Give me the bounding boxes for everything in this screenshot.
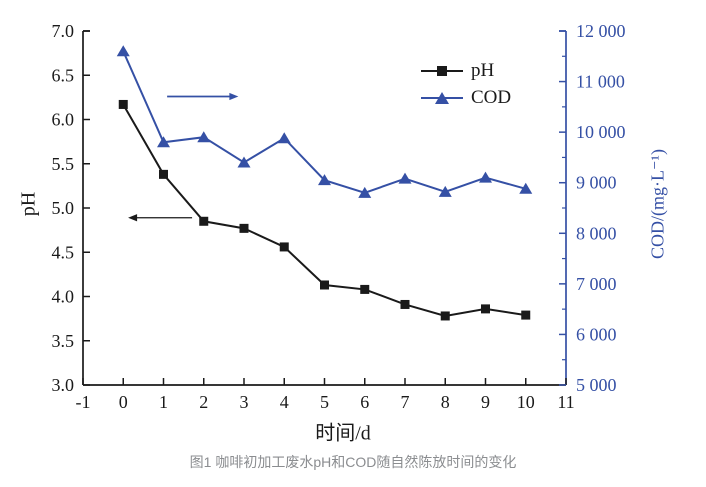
legend-item-cod: COD	[421, 84, 511, 111]
ph-data-point	[320, 280, 329, 290]
right-tick-label: 6 000	[576, 324, 617, 344]
cod-data-point	[479, 171, 492, 183]
ph-data-point	[159, 169, 168, 179]
ph-data-point	[521, 310, 531, 320]
x-tick-label: 7	[401, 392, 410, 412]
right-tick-label: 10 000	[576, 122, 626, 142]
right-axis-ticks: 5 000 6 000 7 000 8 000 9 000 10 000 11 000 12 …	[559, 21, 626, 395]
left-tick-label: 4.5	[52, 242, 75, 262]
left-tick-label: 6.0	[52, 110, 75, 130]
cod-data-point	[318, 174, 331, 186]
x-tick-label: 3	[240, 392, 249, 412]
ph-data-point	[199, 216, 209, 226]
right-tick-label: 8 000	[576, 223, 617, 243]
legend-label-ph: pH	[471, 59, 495, 81]
x-tick-label: 1	[159, 392, 168, 412]
left-axis-title: pH	[17, 191, 40, 217]
x-tick-label: 2	[199, 392, 208, 412]
ph-data-point	[360, 284, 370, 294]
left-tick-label: 5.5	[52, 154, 75, 174]
cod-data-point	[237, 156, 251, 168]
ph-data-point	[118, 99, 128, 109]
right-axis-title: COD/(mg·L⁻¹)	[647, 149, 668, 259]
x-tick-label: 11	[557, 392, 574, 412]
axis-pointer-arrows	[128, 92, 239, 222]
cod-data-point	[277, 132, 291, 144]
legend: pH COD	[421, 57, 511, 111]
ph-left-axis-arrow-head	[128, 214, 138, 222]
x-axis-ticks: -1 0 1 2 3 4 5 6 7 8 9 10 11	[76, 378, 575, 412]
x-tick-label: 6	[360, 392, 369, 412]
right-tick-label: 7 000	[576, 274, 617, 294]
ph-data-point	[440, 311, 450, 321]
right-tick-label: 11 000	[576, 72, 625, 92]
cod-data-point	[519, 182, 533, 194]
cod-right-axis-arrow-head	[229, 92, 239, 101]
ph-data-point	[279, 242, 289, 252]
left-tick-label: 6.5	[52, 65, 75, 85]
cod-series-marker-icon	[421, 91, 463, 104]
ph-data-point	[481, 304, 490, 314]
left-tick-label: 3.5	[52, 331, 75, 351]
chart-canvas: 3.0 3.5 4.0 4.5 5.0 5.5 6.0 6.5 7.0 -1 0 1 2 3 4 5 6 7 8 9 1…	[52, 21, 626, 412]
x-tick-label: 9	[481, 392, 490, 412]
left-tick-label: 3.0	[52, 375, 75, 395]
figure-caption: 图1 咖啡初加工废水pH和COD随自然陈放时间的变化	[189, 454, 517, 470]
ph-series-marker-icon	[421, 65, 463, 76]
cod-data-point	[398, 172, 412, 184]
series-cod	[116, 45, 533, 198]
x-tick-label: 8	[441, 392, 450, 412]
ph-data-point	[400, 299, 410, 309]
legend-item-ph: pH	[421, 57, 511, 84]
left-tick-label: 7.0	[52, 21, 75, 41]
right-tick-label: 9 000	[576, 173, 617, 193]
right-tick-label: 12 000	[576, 21, 626, 41]
x-tick-label: 5	[320, 392, 329, 412]
x-tick-label: 0	[119, 392, 128, 412]
x-tick-label: 10	[517, 392, 535, 412]
legend-label-cod: COD	[471, 86, 512, 108]
cod-data-point	[116, 45, 130, 57]
ph-data-point	[239, 223, 249, 233]
left-tick-label: 4.0	[52, 287, 75, 307]
cod-data-point	[358, 186, 372, 198]
series-ph	[118, 99, 531, 321]
x-axis-title: 时间/d	[315, 422, 371, 445]
cod-data-point	[157, 136, 170, 148]
left-tick-label: 5.0	[52, 198, 75, 218]
cod-data-point	[197, 131, 211, 143]
left-axis-ticks: 3.0 3.5 4.0 4.5 5.0 5.5 6.0 6.5 7.0	[52, 21, 90, 395]
right-tick-label: 5 000	[576, 375, 617, 395]
x-tick-label: 4	[280, 392, 289, 412]
x-tick-label: -1	[76, 392, 91, 412]
cod-data-point	[438, 185, 452, 197]
